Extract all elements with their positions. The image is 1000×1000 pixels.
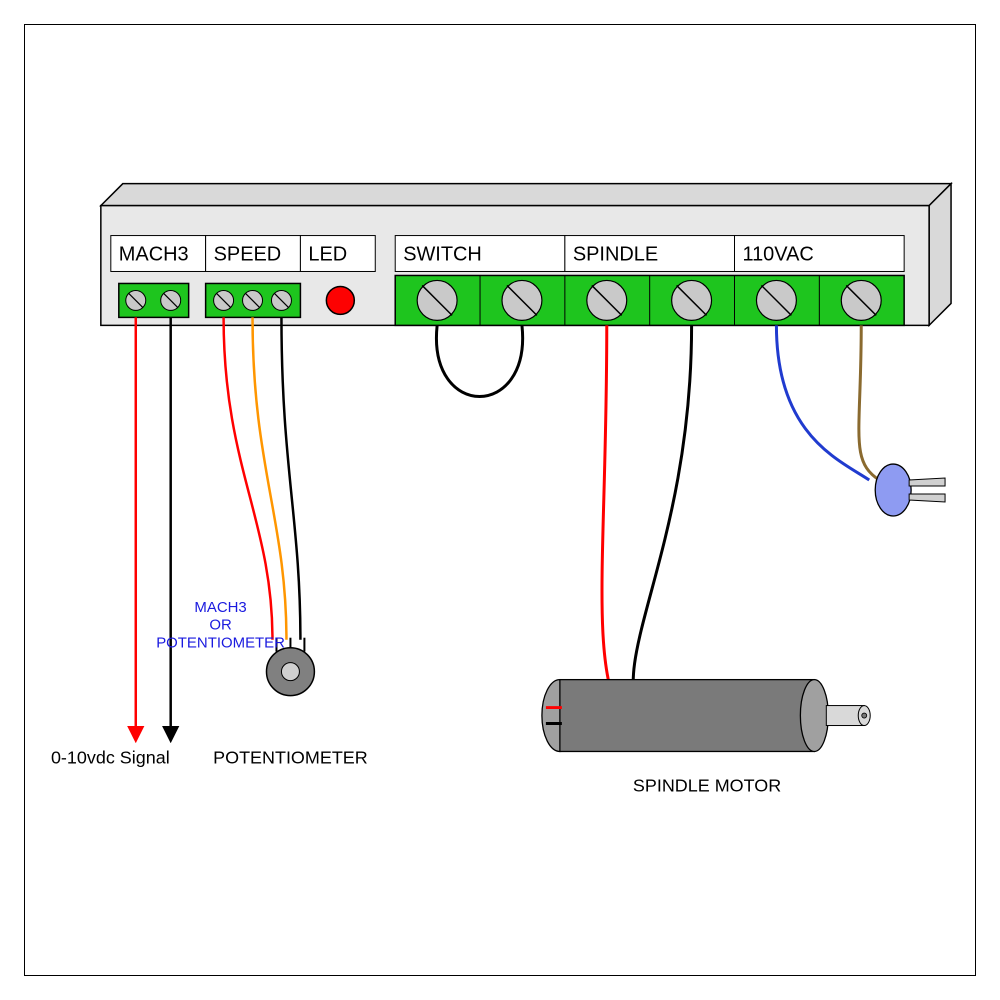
diagram-frame: MACH3 SPEED LED SWITCH SPINDLE 110VAC POTENTIO…	[24, 24, 976, 976]
wire-switch-jumper	[436, 325, 522, 396]
wire-spindle_black	[633, 325, 691, 714]
wiring-diagram-svg: MACH3 SPEED LED SWITCH SPINDLE 110VAC POTENTIO…	[25, 25, 975, 975]
spindle-motor-caption: SPINDLE MOTOR	[633, 775, 781, 795]
ac-plug-body	[875, 464, 911, 516]
wire-spindle_red	[602, 325, 620, 714]
wire-ac_brown	[859, 325, 879, 480]
port-label: LED	[308, 244, 347, 266]
port-label: MACH3	[119, 244, 189, 266]
signal-caption: 0-10vdc Signal	[51, 747, 170, 767]
port-label: SWITCH	[403, 244, 482, 266]
spindle-motor-body	[560, 680, 814, 752]
pot-sidelabel-2: OR	[209, 617, 232, 634]
port-label: 110VAC	[742, 244, 813, 266]
led-indicator	[326, 286, 354, 314]
pot-sidelabel-3: POTENTIOMETER	[156, 635, 285, 652]
pot-sidelabel-1: MACH3	[194, 599, 246, 616]
wire-speed_red	[224, 317, 273, 639]
potentiometer-caption: POTENTIOMETER	[213, 747, 368, 767]
wire-ac_blue	[776, 325, 869, 480]
port-label: SPINDLE	[573, 244, 658, 266]
port-label: SPEED	[214, 244, 282, 266]
